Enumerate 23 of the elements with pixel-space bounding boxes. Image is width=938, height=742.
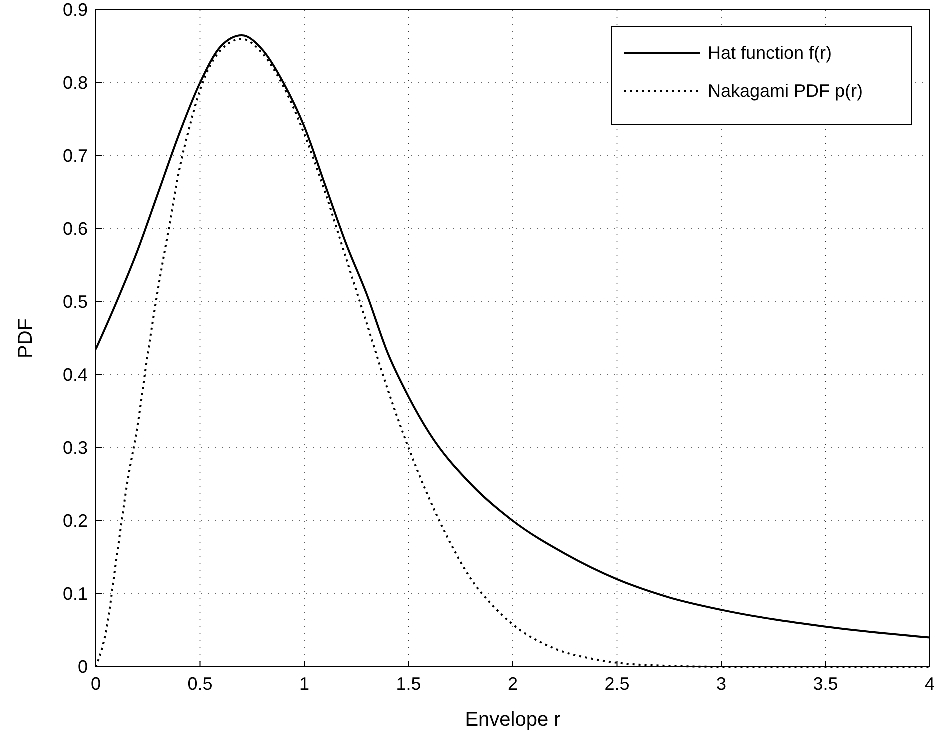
y-tick-label: 0.2 [62,510,88,531]
x-axis-title: Envelope r [465,709,562,731]
y-tick-label: 0.8 [62,72,88,93]
y-tick-label: 0.1 [62,584,88,604]
y-tick-label: 0.7 [62,146,88,166]
x-tick-label: 4 [924,674,936,694]
legend-label: Nakagami PDF p(r) [708,81,864,101]
y-tick-label: 0.4 [62,364,88,385]
x-tick-label: 2.5 [604,674,630,694]
y-tick-label: 0 [78,656,88,677]
y-axis-title: PDF [15,318,37,358]
y-tick-label: 0.6 [62,218,88,239]
x-tick-label: 3 [716,674,727,694]
y-tick-label: 0.3 [62,438,88,458]
x-tick-label: 2 [508,674,518,694]
y-tick-label: 0.9 [62,0,88,20]
legend-label: Hat function f(r) [708,43,832,63]
x-tick-label: 1.5 [396,674,422,694]
y-tick-label: 0.5 [62,292,88,312]
x-tick-label: 0 [90,674,102,694]
x-tick-label: 1 [299,674,310,694]
x-tick-label: 3.5 [813,674,838,694]
x-tick-label: 0.5 [188,674,213,694]
